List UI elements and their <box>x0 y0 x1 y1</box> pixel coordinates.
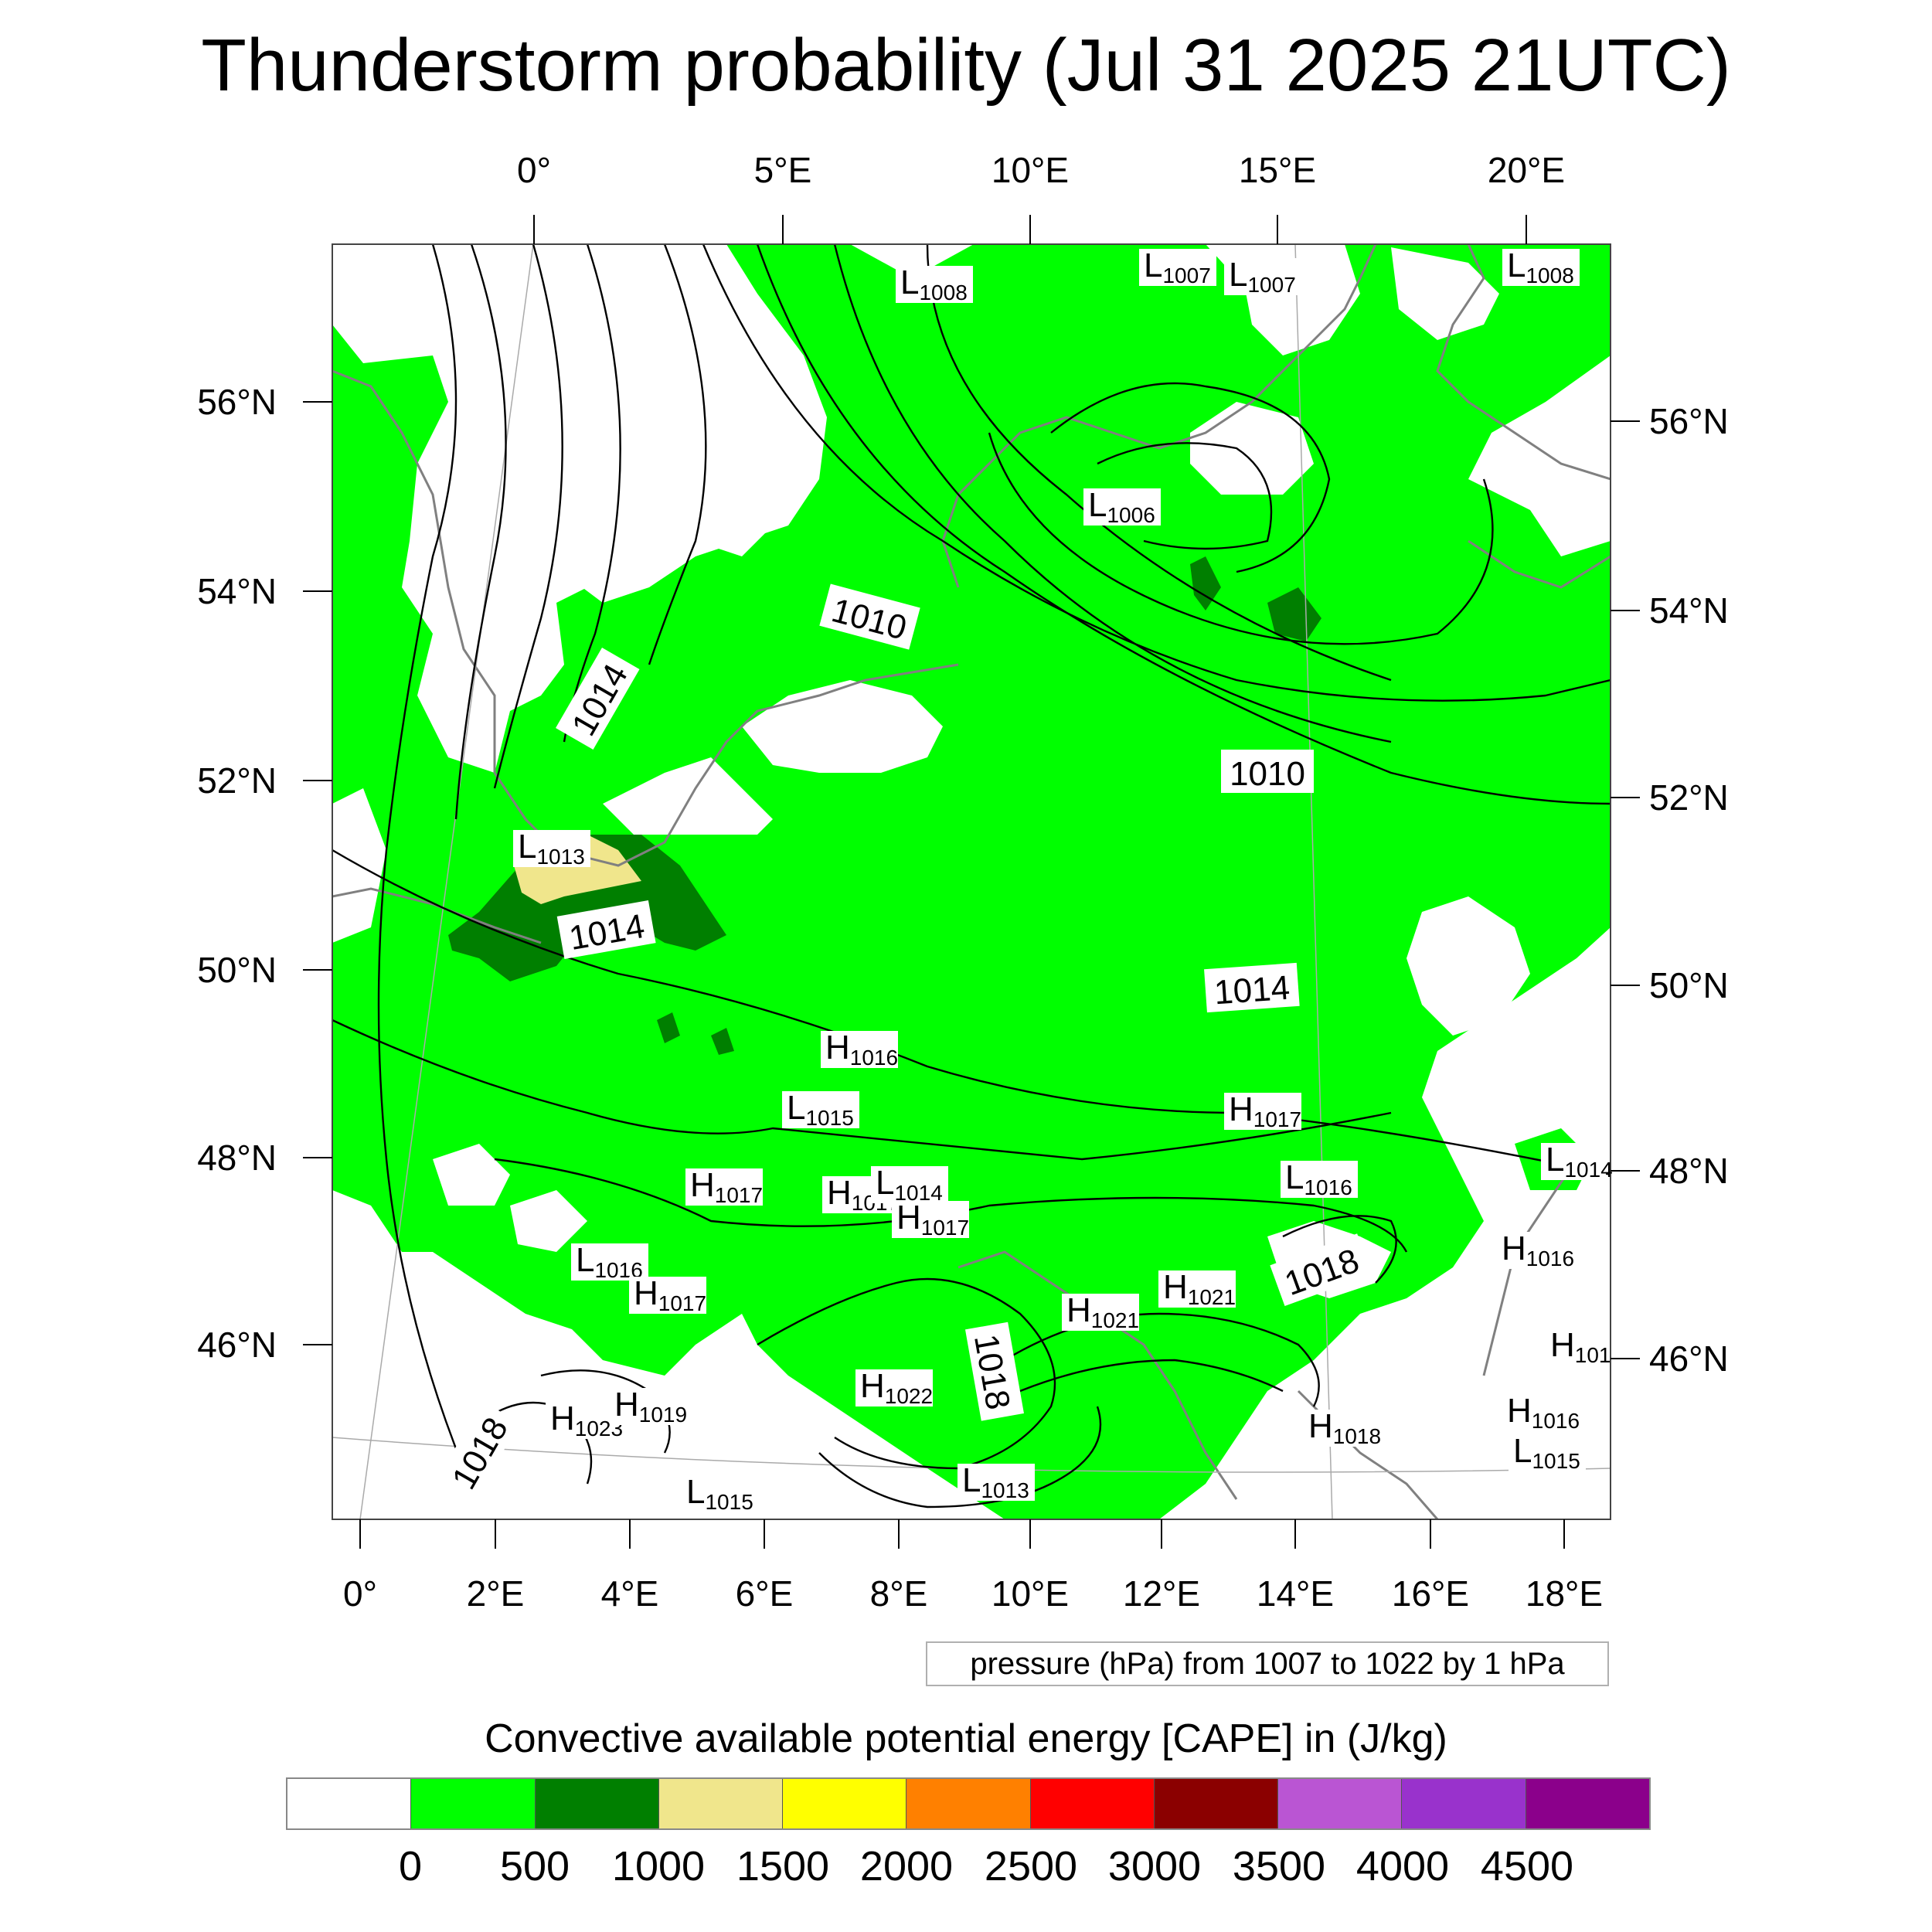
right-lat-tick: 50°N <box>1649 965 1729 1005</box>
colorbar-label: 500 <box>499 1843 570 1889</box>
bottom-lon-tick: 16°E <box>1392 1573 1469 1614</box>
pressure-center-label: H1021 <box>1163 1268 1236 1309</box>
colorbar-label: 3000 <box>1107 1843 1202 1889</box>
pressure-center-label: L1007 <box>1229 256 1296 297</box>
bottom-lon-tick: 12°E <box>1123 1573 1200 1614</box>
colorbar-label: 4000 <box>1355 1843 1450 1889</box>
left-lat-tick: 56°N <box>197 382 277 422</box>
colorbar-label: 4500 <box>1480 1843 1574 1889</box>
pressure-center-label: H1016 <box>825 1029 898 1070</box>
colorbar-swatch <box>658 1779 784 1828</box>
left-lat-tick: 48°N <box>197 1138 277 1178</box>
axis-ticks <box>303 215 1640 1549</box>
pressure-center-label: H1018 <box>1308 1407 1381 1448</box>
colorbar-swatch <box>1030 1779 1155 1828</box>
pressure-centers: L1008 L1007 L1007 L1008 L1006 L1013 H101… <box>513 247 1613 1514</box>
right-lat-tick: 56°N <box>1649 401 1729 441</box>
pressure-contour-note: pressure (hPa) from 1007 to 1022 by 1 hP… <box>926 1641 1609 1686</box>
colorbar-labels: 0 500 1000 1500 2000 2500 3000 3500 4000… <box>0 1839 1932 1901</box>
left-lat-tick: 50°N <box>197 950 277 990</box>
colorbar <box>286 1777 1651 1830</box>
colorbar-swatch <box>411 1779 536 1828</box>
colorbar-label: 1500 <box>736 1843 830 1889</box>
pressure-center-label: H1017 <box>1229 1090 1301 1131</box>
colorbar-label: 1000 <box>611 1843 706 1889</box>
top-lon-tick: 0° <box>517 150 551 190</box>
isobar-label: 1014 <box>1213 969 1291 1012</box>
pressure-center-label: H1017 <box>634 1274 706 1315</box>
left-lat-tick: 52°N <box>197 760 277 801</box>
pressure-center-label: H1022 <box>860 1367 933 1408</box>
left-lat-tick: 46°N <box>197 1325 277 1365</box>
right-lat-tick: 48°N <box>1649 1151 1729 1191</box>
top-lon-tick: 20°E <box>1488 150 1565 190</box>
colorbar-swatch <box>906 1779 1031 1828</box>
pressure-center-label: H1017 <box>690 1166 763 1207</box>
pressure-center-label: L1014 <box>1546 1141 1613 1182</box>
bottom-lon-tick: 14°E <box>1257 1573 1334 1614</box>
right-lat-tick: 46°N <box>1649 1338 1729 1379</box>
bottom-lon-labels: 0° 2°E 4°E 6°E 8°E 10°E 12°E 14°E 16°E 1… <box>343 1573 1603 1614</box>
top-lon-labels: 0° 5°E 10°E 15°E 20°E <box>517 150 1565 190</box>
colorbar-swatch <box>1278 1779 1403 1828</box>
colorbar-swatch <box>287 1779 412 1828</box>
colorbar-title: Convective available potential energy [C… <box>485 1716 1447 1761</box>
pressure-center-label: H1016 <box>1502 1230 1574 1270</box>
pressure-center-label: L1016 <box>1285 1158 1352 1199</box>
left-lat-tick: 54°N <box>197 571 277 611</box>
top-lon-tick: 10°E <box>992 150 1069 190</box>
pressure-center-label: H101 <box>1550 1326 1611 1367</box>
bottom-lon-tick: 2°E <box>467 1573 525 1614</box>
colorbar-swatch <box>1526 1779 1649 1828</box>
bottom-lon-tick: 18°E <box>1526 1573 1603 1614</box>
right-lat-tick: 52°N <box>1649 777 1729 818</box>
right-lat-tick: 54°N <box>1649 590 1729 631</box>
pressure-center-label: H1017 <box>896 1199 969 1240</box>
pressure-center-label: L1007 <box>1144 247 1211 287</box>
left-lat-labels: 56°N 54°N 52°N 50°N 48°N 46°N <box>197 382 277 1365</box>
bottom-lon-tick: 4°E <box>601 1573 659 1614</box>
pressure-center-label: H1016 <box>1507 1392 1580 1433</box>
bottom-lon-tick: 8°E <box>870 1573 928 1614</box>
bottom-lon-tick: 6°E <box>736 1573 794 1614</box>
pressure-center-label: L1015 <box>686 1473 753 1514</box>
pressure-center-label: L1008 <box>1507 247 1574 287</box>
bottom-lon-tick: 0° <box>343 1573 377 1614</box>
right-lat-labels: 56°N 54°N 52°N 50°N 48°N 46°N <box>1649 401 1729 1379</box>
pressure-center-label: L1015 <box>1513 1432 1580 1473</box>
pressure-center-label: L1006 <box>1088 486 1155 527</box>
colorbar-swatch <box>1402 1779 1526 1828</box>
chart-title: Thunderstorm probability (Jul 31 2025 21… <box>201 24 1731 107</box>
colorbar-label: 0 <box>398 1843 423 1889</box>
colorbar-swatch <box>535 1779 659 1828</box>
map-border <box>332 243 1611 1520</box>
pressure-center-label: L1013 <box>962 1461 1029 1502</box>
pressure-center-label: H1021 <box>1066 1291 1139 1332</box>
colorbar-label: 2000 <box>859 1843 954 1889</box>
pressure-center-label: H1019 <box>614 1386 687 1427</box>
bottom-lon-tick: 10°E <box>992 1573 1069 1614</box>
pressure-center-label: L1008 <box>900 264 968 304</box>
pressure-center-label: L1013 <box>518 828 585 869</box>
top-lon-tick: 15°E <box>1239 150 1316 190</box>
top-lon-tick: 5°E <box>754 150 812 190</box>
pressure-center-label: L1014 <box>876 1164 943 1205</box>
colorbar-label: 2500 <box>984 1843 1078 1889</box>
pressure-center-label: L1015 <box>787 1089 854 1130</box>
colorbar-swatch <box>783 1779 907 1828</box>
colorbar-label: 3500 <box>1232 1843 1326 1889</box>
colorbar-swatch <box>1154 1779 1279 1828</box>
isobar-label: 1010 <box>1230 755 1305 793</box>
